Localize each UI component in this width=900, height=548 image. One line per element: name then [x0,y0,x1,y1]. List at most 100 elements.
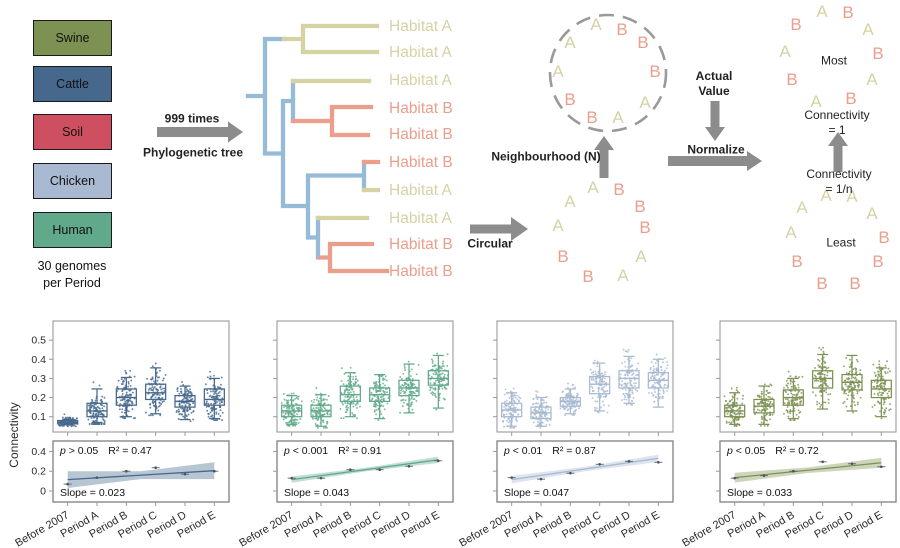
jitter-point [319,406,322,409]
jitter-point [373,395,376,397]
jitter-point [771,413,774,416]
jitter-point [438,392,441,395]
jitter-point [652,365,655,368]
jitter-point [296,418,299,421]
normalize-arrow [668,151,762,171]
jitter-point [763,409,766,411]
jitter-point [93,423,96,425]
jitter-point [843,392,846,395]
jitter-point [345,406,348,408]
jitter-point [300,400,303,403]
jitter-point [623,398,626,401]
jitter-point [296,406,299,409]
jitter-point [589,368,592,371]
jitter-point [820,404,823,406]
jitter-point [623,360,626,363]
jitter-point [149,403,151,406]
jitter-point [441,362,444,365]
jitter-point [878,368,881,371]
trend-point [598,462,601,466]
jitter-point [565,406,568,409]
jitter-point [411,382,414,385]
trend-point [349,468,352,472]
jitter-point [850,383,853,386]
jitter-point [92,414,95,417]
jitter-point [818,359,821,362]
jitter-point [74,425,77,428]
jitter-point [769,400,772,403]
jitter-point [116,385,119,388]
jitter-point [99,411,102,414]
jitter-point [192,402,195,405]
jitter-point [889,370,891,373]
jitter-point [352,382,355,385]
jitter-point [440,380,442,383]
jitter-point [729,407,732,409]
jitter-point [446,364,449,367]
habitat-letter-a: A [564,192,576,211]
habitat-letter-b: B [845,89,857,108]
jitter-point [98,423,101,425]
jitter-point [591,387,594,389]
jitter-point [352,405,355,408]
jitter-point [513,400,516,403]
jitter-point [221,419,224,422]
jitter-point [342,417,345,420]
habitat-letter-a: A [639,93,651,112]
jitter-point [125,393,128,396]
habitat-letter-b: B [586,108,598,127]
jitter-point [827,393,830,396]
jitter-point [824,382,826,385]
jitter-point [603,404,605,407]
jitter-point [512,404,515,407]
jitter-point [403,366,406,369]
jitter-point [383,378,386,381]
jitter-point [410,397,413,400]
trend-subplot: p < 0.05 R² = 0.72 Slope = 0.033 [716,440,897,506]
jitter-point [204,383,207,386]
jitter-point [818,402,821,405]
jitter-point [326,426,328,429]
jitter-point [177,417,180,420]
trend-subplot: 0 0.2 0.4 p > 0.05 R² = 0.47 Slope = 0.023 [31,440,230,506]
jitter-point [294,397,297,400]
jitter-point [789,375,792,378]
jitter-point [375,409,378,411]
jitter-point [539,414,542,416]
jitter-point [212,395,214,398]
jitter-point [630,357,633,360]
jitter-point [90,404,93,407]
jitter-point [545,423,548,426]
jitter-point [216,394,219,397]
jitter-point [349,391,352,394]
trend-point [125,469,128,473]
jitter-point [882,382,885,385]
habitat-letter-b: B [790,15,802,34]
jitter-point [372,388,375,391]
jitter-point [801,375,804,378]
jitter-point [661,397,664,400]
jitter-point [761,416,764,419]
jitter-point [653,370,655,373]
jitter-point [659,383,661,386]
jitter-point [848,370,851,373]
jitter-point [156,371,158,374]
jitter-point [296,413,298,416]
jitter-point [768,396,771,399]
jitter-point [438,375,441,378]
jitter-point [121,392,124,395]
jitter-point [215,392,218,395]
jitter-point [506,419,508,422]
jitter-point [129,384,132,387]
jitter-point [126,401,129,404]
jitter-point [657,373,660,376]
jitter-point [570,407,573,410]
jitter-point [516,413,519,416]
jitter-point [352,402,355,405]
jitter-point [415,373,418,376]
jitter-point [729,411,732,414]
jitter-point [848,377,851,380]
jitter-point [629,379,631,382]
jitter-point [634,384,636,387]
